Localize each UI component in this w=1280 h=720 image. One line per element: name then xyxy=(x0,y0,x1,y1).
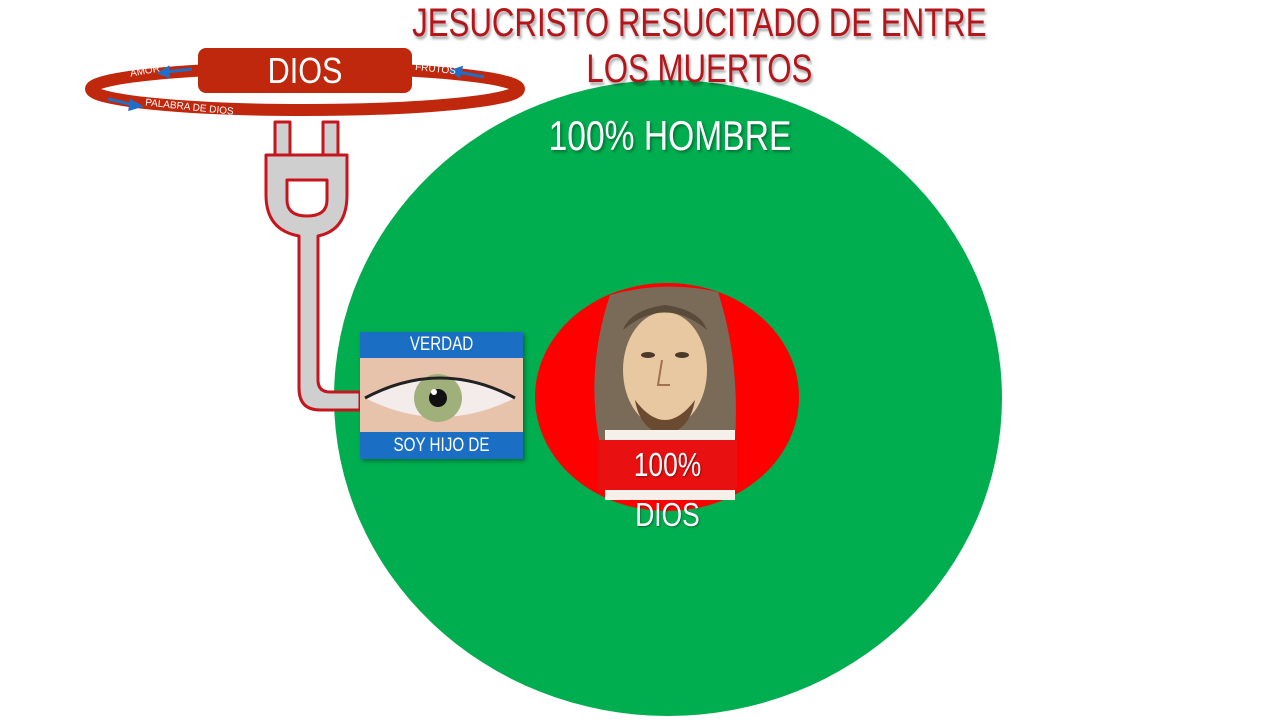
dios-label: DIOS xyxy=(267,50,343,91)
eye-image xyxy=(360,358,523,432)
verdad-label: VERDAD xyxy=(409,334,474,355)
inner-circle-label: 100% DIOS xyxy=(598,440,737,533)
hijo-bar: SOY HIJO DE DIOS xyxy=(360,432,523,459)
outer-circle-label: 100% HOMBRE xyxy=(548,112,792,159)
verdad-bar: VERDAD xyxy=(360,332,523,358)
hijo-label: SOY HIJO DE DIOS xyxy=(393,435,490,456)
arrow-amor xyxy=(156,65,193,79)
dios-box: DIOS xyxy=(198,48,412,93)
arrow-frutos xyxy=(448,65,485,79)
dios-percent-label: 100% DIOS xyxy=(633,446,702,533)
eye-card: VERDAD SOY HIJO DE DIOS xyxy=(360,332,523,459)
arrow-palabra xyxy=(107,97,144,112)
page-title: JESUCRISTO RESUCITADO DE ENTRE LOS MUERT… xyxy=(412,1,987,91)
